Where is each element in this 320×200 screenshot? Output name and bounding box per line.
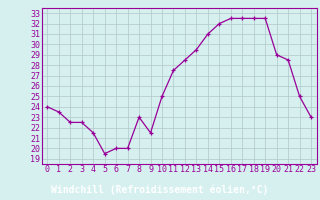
Text: Windchill (Refroidissement éolien,°C): Windchill (Refroidissement éolien,°C): [51, 184, 269, 195]
